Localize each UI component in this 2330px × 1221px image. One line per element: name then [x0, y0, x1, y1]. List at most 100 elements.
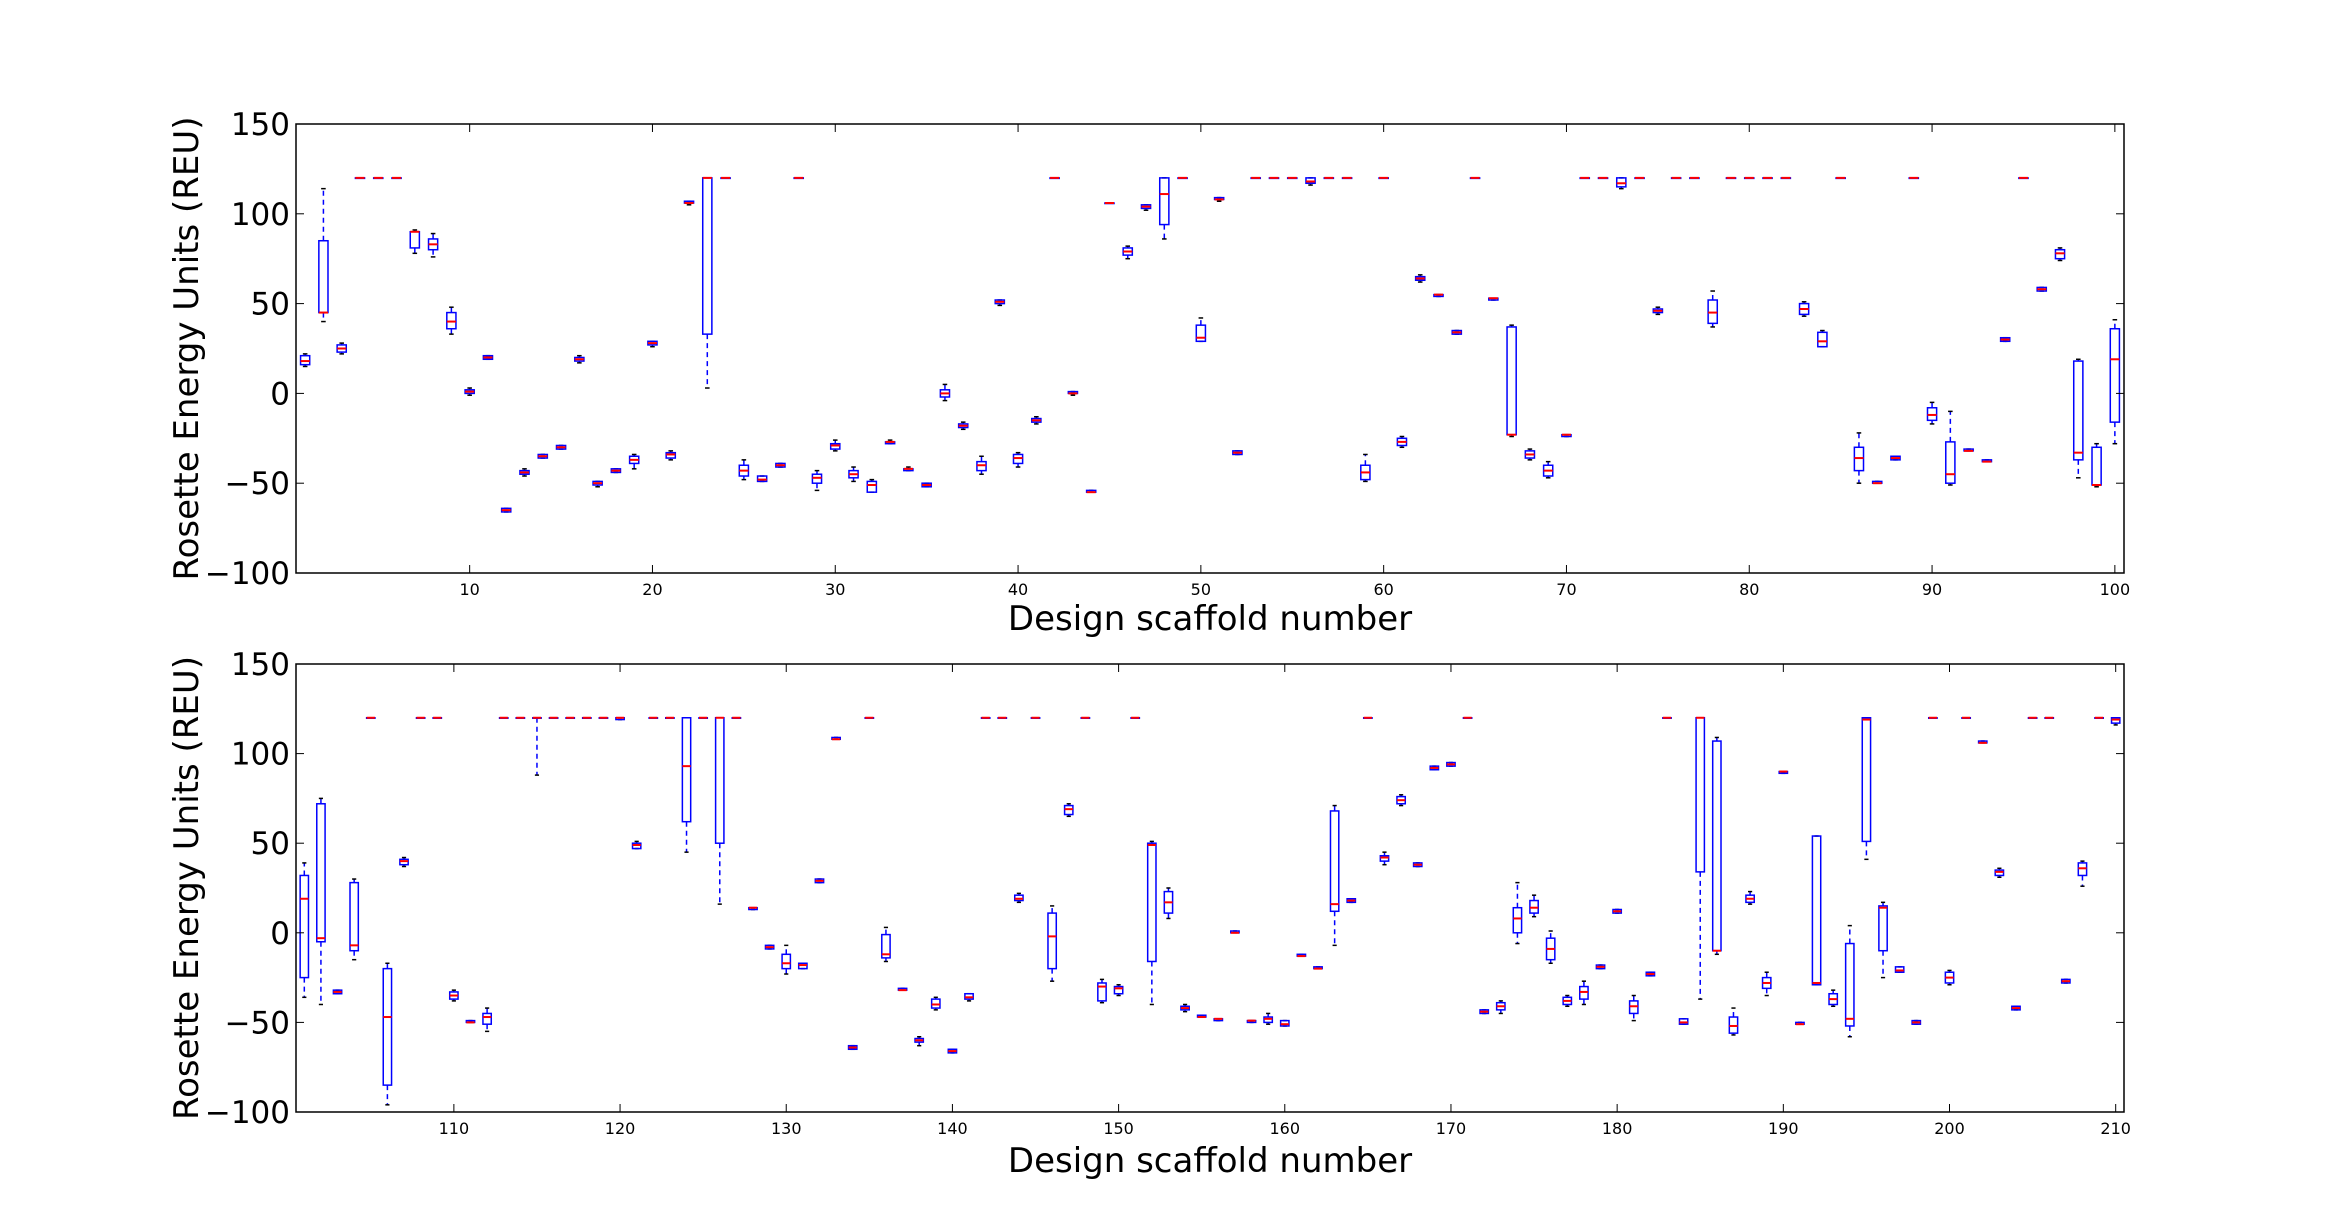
box-95 — [2018, 176, 2029, 180]
box-55 — [1286, 176, 1298, 180]
box-42 — [1049, 176, 1060, 180]
box-100-iqr — [2109, 327, 2121, 423]
box-22 — [683, 200, 695, 206]
box-13 — [519, 468, 530, 477]
top-panel-x-axis-title: Design scaffold number — [1008, 599, 1412, 639]
box-118 — [581, 716, 592, 720]
box-172 — [1479, 1009, 1490, 1015]
box-84 — [1817, 329, 1828, 348]
y-tick-label-0: 0 — [270, 916, 290, 952]
box-173 — [1495, 1000, 1506, 1015]
box-85 — [1835, 176, 1846, 180]
box-113 — [498, 716, 509, 720]
box-188 — [1745, 890, 1755, 905]
box-51 — [1213, 196, 1225, 202]
box-184 — [1678, 1018, 1689, 1025]
box-54 — [1268, 176, 1280, 180]
top-panel-y-ticks: −100 −50 0 50 100 150 — [205, 107, 2124, 592]
box-174-iqr — [1512, 906, 1523, 934]
box-37 — [957, 421, 969, 431]
box-110 — [448, 989, 459, 1002]
box-171 — [1462, 716, 1473, 720]
box-34 — [903, 466, 914, 472]
box-119 — [598, 716, 609, 720]
box-127 — [731, 716, 742, 720]
y-tick-label-100: 100 — [231, 197, 290, 233]
x-tick-label-180: 180 — [1602, 1119, 1633, 1138]
box-15 — [555, 444, 567, 450]
bottom-panel-y-ticks: −100 −50 0 50 100 150 — [205, 647, 2124, 1131]
box-149 — [1097, 978, 1107, 1004]
box-164 — [1346, 898, 1357, 904]
x-tick-label-10: 10 — [459, 580, 479, 599]
box-71 — [1579, 176, 1591, 180]
box-133 — [831, 736, 841, 741]
box-47 — [1140, 204, 1152, 211]
box-28 — [793, 176, 805, 180]
box-195-iqr — [1861, 717, 1872, 843]
box-120 — [615, 716, 625, 721]
box-56 — [1305, 177, 1316, 186]
box-106-iqr — [382, 967, 393, 1086]
x-tick-label-70: 70 — [1556, 580, 1576, 599]
top-panel: 10 20 30 40 50 60 70 80 90 100 −100 −50 0 50 100 150 D… — [167, 107, 2130, 639]
box-208 — [2077, 860, 2088, 887]
box-97 — [2054, 247, 2066, 262]
box-139 — [930, 996, 941, 1011]
box-52 — [1232, 450, 1243, 456]
box-160 — [1279, 1019, 1290, 1027]
box-199 — [1927, 716, 1938, 720]
box-98 — [2072, 358, 2084, 479]
x-tick-label-140: 140 — [937, 1119, 968, 1138]
x-tick-label-20: 20 — [642, 580, 662, 599]
box-205 — [2027, 716, 2038, 720]
box-94 — [1999, 336, 2011, 343]
bottom-panel-x-axis-title: Design scaffold number — [1008, 1141, 1412, 1181]
box-50-iqr — [1195, 324, 1207, 343]
box-108 — [415, 716, 426, 720]
box-112 — [482, 1007, 493, 1033]
box-115 — [532, 716, 542, 776]
box-176 — [1545, 930, 1556, 965]
box-152-iqr — [1146, 842, 1157, 963]
box-26 — [756, 475, 768, 483]
box-84-iqr — [1817, 331, 1828, 348]
box-41 — [1031, 415, 1042, 425]
box-130-iqr — [781, 953, 792, 970]
box-32-iqr — [866, 480, 878, 493]
box-76 — [1670, 176, 1682, 180]
box-40 — [1012, 451, 1024, 468]
x-tick-label-60: 60 — [1373, 580, 1393, 599]
box-163-iqr — [1329, 810, 1340, 913]
box-180 — [1612, 908, 1623, 914]
y-tick-label-100: 100 — [231, 737, 290, 773]
box-193 — [1828, 989, 1839, 1008]
box-61 — [1396, 435, 1408, 449]
box-179 — [1595, 964, 1606, 970]
box-7 — [409, 229, 421, 255]
box-104-iqr — [349, 881, 360, 952]
box-79 — [1725, 176, 1737, 180]
y-tick-label-150: 150 — [231, 647, 290, 683]
box-130 — [781, 944, 792, 975]
box-111 — [465, 1019, 476, 1024]
box-102 — [316, 797, 326, 1006]
box-91 — [1945, 410, 1956, 486]
y-tick-label--50: −50 — [225, 1005, 290, 1041]
box-11 — [482, 354, 494, 361]
box-140 — [947, 1048, 958, 1054]
box-48-iqr — [1158, 177, 1170, 226]
box-187 — [1728, 1007, 1739, 1036]
box-39 — [994, 299, 1006, 307]
y-tick-label-50: 50 — [251, 287, 290, 323]
box-145 — [1030, 716, 1041, 720]
box-30 — [829, 439, 841, 452]
box-165 — [1362, 716, 1373, 720]
box-195 — [1861, 717, 1872, 861]
box-128 — [748, 906, 758, 911]
box-14 — [537, 453, 549, 459]
box-90 — [1926, 401, 1938, 425]
x-tick-label-80: 80 — [1739, 580, 1759, 599]
box-107 — [399, 856, 409, 868]
box-59 — [1360, 453, 1371, 483]
